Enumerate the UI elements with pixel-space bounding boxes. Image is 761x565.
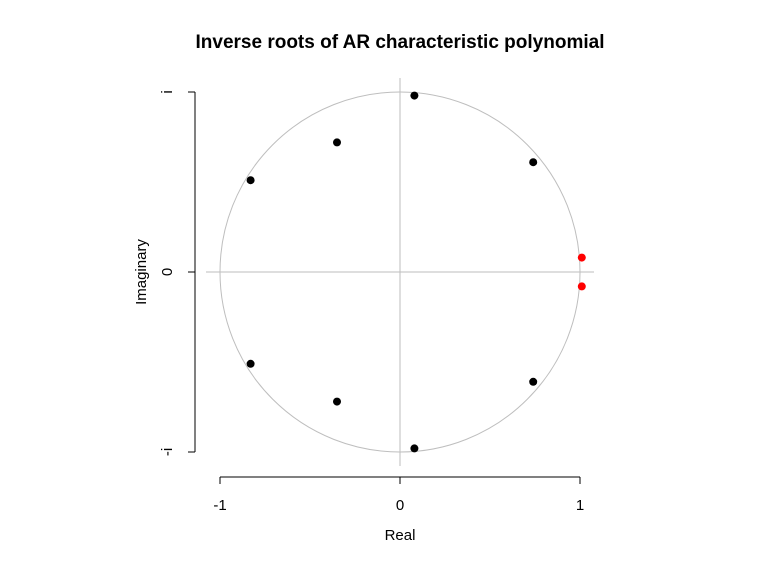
inverse-root-point bbox=[246, 359, 255, 368]
inverse-root-point bbox=[529, 377, 538, 386]
inverse-root-point bbox=[410, 91, 419, 100]
x-axis-label: Real bbox=[385, 527, 416, 544]
y-axis: i 0 -i bbox=[159, 90, 196, 456]
inverse-root-point bbox=[410, 444, 419, 453]
unit-circle bbox=[219, 91, 581, 453]
x-axis: -1 0 1 bbox=[213, 476, 584, 514]
plot-area bbox=[206, 78, 594, 466]
inverse-root-point-outside bbox=[577, 282, 586, 291]
chart-title: Inverse roots of AR characteristic polyn… bbox=[196, 32, 605, 53]
inverse-root-point bbox=[333, 138, 341, 147]
x-tick-label: 1 bbox=[576, 497, 584, 514]
x-tick-label: 0 bbox=[396, 497, 404, 514]
y-tick-label: i bbox=[159, 90, 176, 93]
y-tick-label: -i bbox=[159, 448, 176, 456]
inverse-root-point-outside bbox=[577, 253, 586, 262]
inverse-root-point bbox=[246, 176, 255, 185]
y-axis-label: Imaginary bbox=[133, 239, 150, 305]
inverse-root-point bbox=[529, 158, 538, 167]
inverse-root-point bbox=[333, 397, 341, 406]
x-tick-label: -1 bbox=[213, 497, 226, 514]
y-tick-label: 0 bbox=[159, 268, 176, 276]
